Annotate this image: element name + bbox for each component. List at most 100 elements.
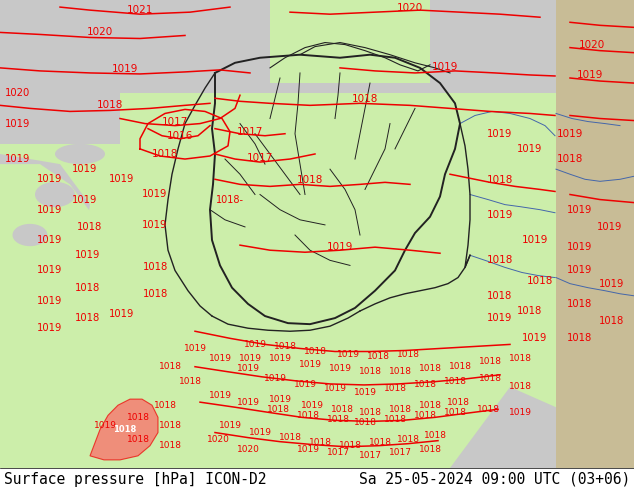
Bar xyxy=(0,0,556,93)
Text: 1017: 1017 xyxy=(358,451,382,460)
Text: 1018: 1018 xyxy=(330,405,354,414)
Text: 1018: 1018 xyxy=(517,306,543,316)
Text: 1019: 1019 xyxy=(5,119,30,128)
Text: 1019: 1019 xyxy=(488,313,513,323)
Text: 1017: 1017 xyxy=(327,448,349,457)
Text: 1019: 1019 xyxy=(37,174,63,184)
Text: 1018: 1018 xyxy=(418,364,441,373)
Text: 1019: 1019 xyxy=(599,279,624,289)
Text: 1019: 1019 xyxy=(219,421,242,430)
Text: Surface pressure [hPa] ICON-D2: Surface pressure [hPa] ICON-D2 xyxy=(4,471,266,487)
Text: 1019: 1019 xyxy=(522,235,548,245)
Text: 1017: 1017 xyxy=(237,127,263,137)
Text: 1020: 1020 xyxy=(207,435,230,444)
Text: 1018: 1018 xyxy=(297,175,323,185)
Text: 1020: 1020 xyxy=(87,27,113,37)
Text: 1019: 1019 xyxy=(183,344,207,353)
Text: 1019: 1019 xyxy=(249,428,271,437)
Text: 1019: 1019 xyxy=(567,242,593,252)
Text: 1019: 1019 xyxy=(264,374,287,383)
Text: 1018: 1018 xyxy=(418,445,441,454)
Text: 1018: 1018 xyxy=(567,333,593,343)
Text: 1016: 1016 xyxy=(167,131,193,141)
Text: 1018: 1018 xyxy=(297,411,320,420)
Text: 1018: 1018 xyxy=(488,291,513,301)
Polygon shape xyxy=(90,399,158,460)
Text: 1018: 1018 xyxy=(368,438,392,447)
Ellipse shape xyxy=(13,224,48,246)
Text: 1018: 1018 xyxy=(477,405,500,414)
Text: 1018: 1018 xyxy=(418,401,441,410)
Text: 1018: 1018 xyxy=(389,368,411,376)
Text: 1019: 1019 xyxy=(238,354,261,363)
Text: 1018: 1018 xyxy=(339,441,361,450)
Text: 1017: 1017 xyxy=(389,448,411,457)
Text: 1018: 1018 xyxy=(266,405,290,414)
Text: 1018: 1018 xyxy=(153,401,176,410)
Text: 1017: 1017 xyxy=(162,117,188,126)
Text: 1019: 1019 xyxy=(236,398,259,407)
Text: 1018: 1018 xyxy=(309,438,332,447)
Text: 1019: 1019 xyxy=(37,323,63,333)
Text: 1019: 1019 xyxy=(209,391,231,399)
Text: 1018: 1018 xyxy=(77,222,103,232)
Text: 1019: 1019 xyxy=(142,220,167,230)
Text: 1018: 1018 xyxy=(113,425,136,434)
Text: 1018: 1018 xyxy=(487,175,513,185)
Text: 1018: 1018 xyxy=(444,408,467,417)
Polygon shape xyxy=(450,387,556,468)
Text: 1020: 1020 xyxy=(397,3,423,13)
Text: 1018: 1018 xyxy=(444,377,467,387)
Polygon shape xyxy=(0,164,220,468)
Text: 1019: 1019 xyxy=(432,62,458,72)
Text: 1019: 1019 xyxy=(209,354,231,363)
Text: 1018: 1018 xyxy=(479,357,501,366)
Text: 1018: 1018 xyxy=(448,362,472,371)
Text: 1019: 1019 xyxy=(243,340,266,349)
Text: 1021: 1021 xyxy=(127,5,153,15)
Text: 1019: 1019 xyxy=(236,364,259,373)
Text: 1019: 1019 xyxy=(72,195,98,204)
Text: 1018: 1018 xyxy=(396,350,420,359)
Text: 1018: 1018 xyxy=(389,405,411,414)
Text: 1018: 1018 xyxy=(179,377,202,387)
Text: 1019: 1019 xyxy=(488,129,513,139)
Ellipse shape xyxy=(35,182,75,207)
Text: 1018: 1018 xyxy=(158,441,181,450)
Text: 1019: 1019 xyxy=(337,350,359,359)
Text: 1018: 1018 xyxy=(152,149,178,159)
Text: 1018: 1018 xyxy=(384,415,406,424)
Text: 1019: 1019 xyxy=(557,129,583,139)
Text: Sa 25-05-2024 09:00 UTC (03+06): Sa 25-05-2024 09:00 UTC (03+06) xyxy=(359,471,630,487)
Text: 1019: 1019 xyxy=(142,190,167,199)
Text: 1020: 1020 xyxy=(579,40,605,49)
Bar xyxy=(270,0,430,83)
Text: 1018: 1018 xyxy=(567,299,593,309)
Text: 1019: 1019 xyxy=(487,210,513,220)
Text: 1020: 1020 xyxy=(236,445,259,454)
Text: 1019: 1019 xyxy=(109,174,134,184)
Text: 1018: 1018 xyxy=(527,275,553,286)
Text: 1018: 1018 xyxy=(97,100,123,110)
Text: 1019: 1019 xyxy=(299,360,321,369)
Text: 1018: 1018 xyxy=(358,408,382,417)
Text: 1018: 1018 xyxy=(424,431,446,440)
Bar xyxy=(0,0,556,468)
Text: 1019: 1019 xyxy=(577,70,603,80)
Text: 1018: 1018 xyxy=(127,413,150,422)
Text: 1019: 1019 xyxy=(597,222,623,232)
Text: 1019: 1019 xyxy=(72,164,98,174)
Text: 1018: 1018 xyxy=(327,415,349,424)
Text: 1018: 1018 xyxy=(508,383,531,392)
Text: 1017: 1017 xyxy=(247,153,273,163)
Text: 1018: 1018 xyxy=(479,374,501,383)
Text: 1019: 1019 xyxy=(328,364,351,373)
Text: 1018: 1018 xyxy=(75,283,101,293)
Text: 1018: 1018 xyxy=(599,316,624,326)
Text: 1019: 1019 xyxy=(327,242,353,252)
Text: 1019: 1019 xyxy=(93,421,117,430)
Text: 1019: 1019 xyxy=(37,266,63,275)
Text: 1019: 1019 xyxy=(517,144,543,154)
Text: 1019: 1019 xyxy=(5,154,30,164)
Text: 1019: 1019 xyxy=(323,385,347,393)
